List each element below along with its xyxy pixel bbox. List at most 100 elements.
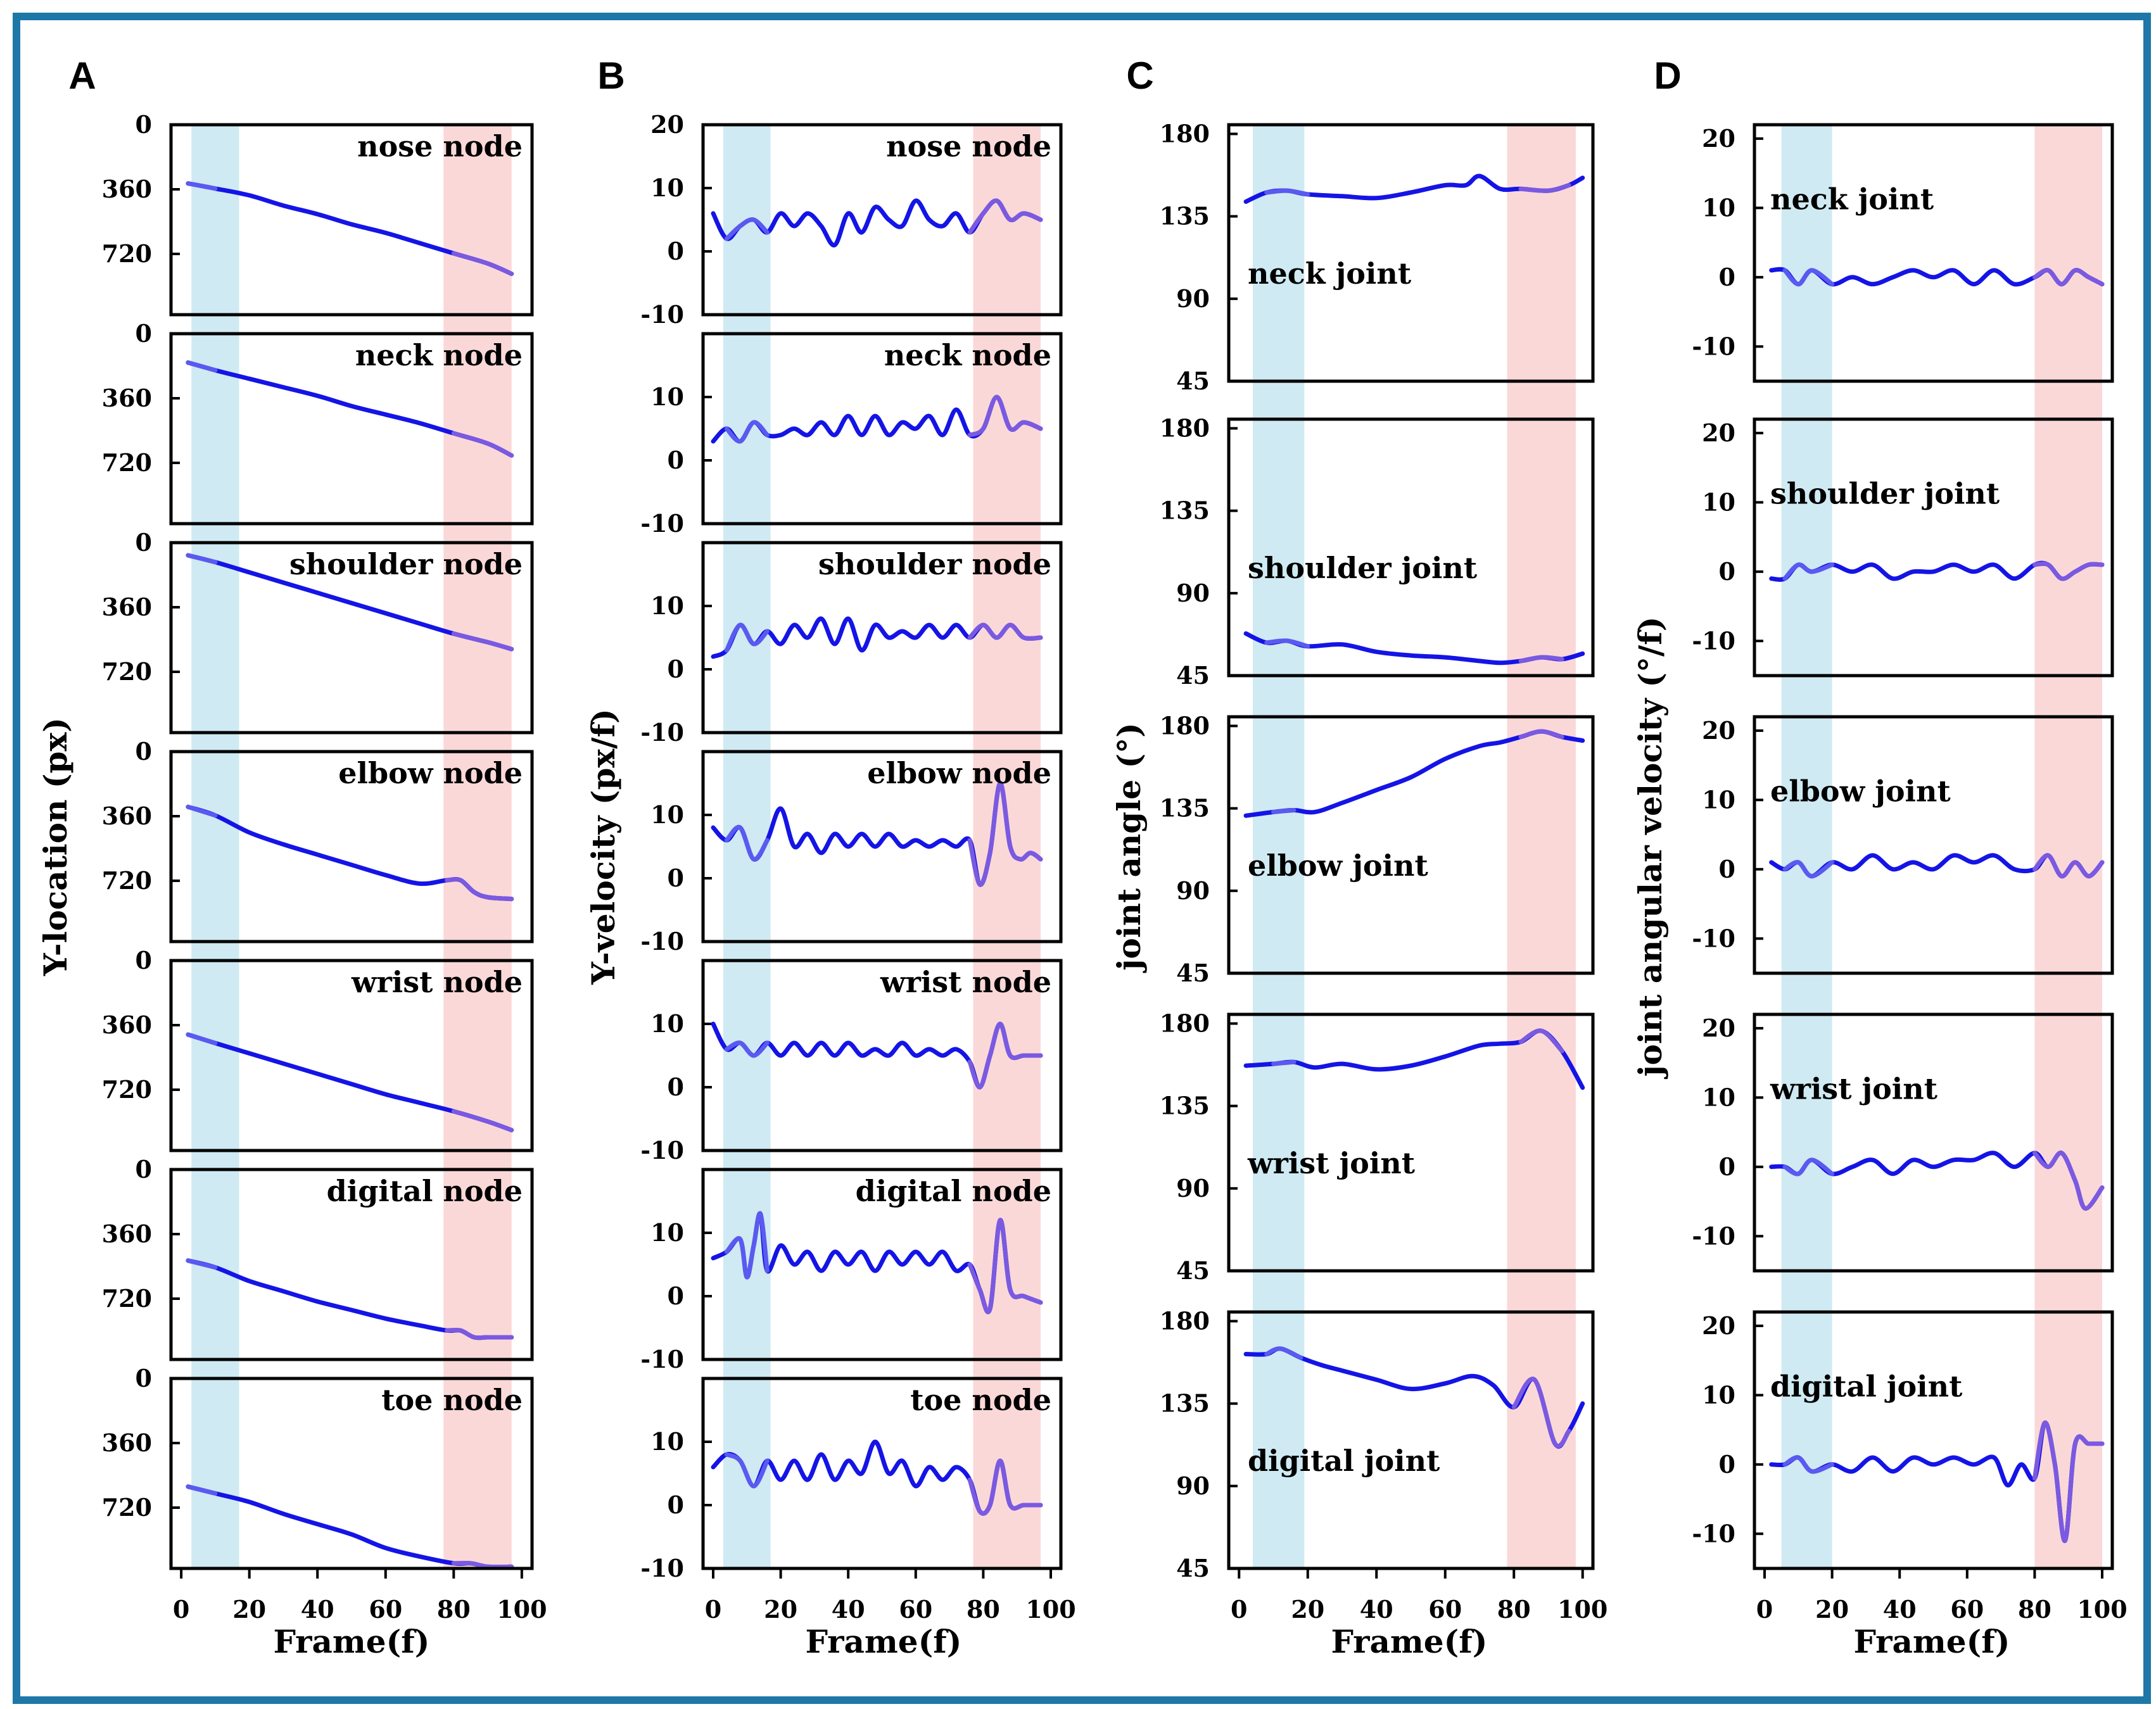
- highlight-band-start: [191, 125, 239, 1568]
- series-highlight-start: [1264, 188, 1310, 197]
- x-tick-label: 40: [301, 1595, 334, 1624]
- series-highlight-start: [1782, 860, 1835, 879]
- series-highlight-start: [1264, 638, 1310, 649]
- y-tick-label: 10: [1702, 785, 1735, 814]
- y-tick-label: 360: [102, 1428, 152, 1457]
- series-highlight-end: [967, 622, 1043, 641]
- y-tick-label: -10: [640, 509, 684, 538]
- y-tick-label: 0: [1719, 1450, 1735, 1479]
- subplot-label: elbow node: [867, 756, 1051, 790]
- panel-letter: B: [597, 54, 625, 97]
- x-axis-label: Frame(f): [1854, 1623, 2010, 1660]
- subplot-elbow-joint: 180 135 90 45 elbow joint: [1160, 711, 1595, 987]
- x-tick-label: 40: [1883, 1595, 1917, 1624]
- series-highlight-start: [724, 420, 770, 444]
- y-axis-label: joint angular velocity (°/f): [1632, 617, 1669, 1080]
- y-tick-label: 180: [1160, 413, 1210, 442]
- y-tick-label: -10: [640, 718, 684, 747]
- y-tick-label: 10: [1702, 193, 1735, 222]
- subplot-label: wrist node: [351, 965, 523, 999]
- y-tick-label: 720: [102, 448, 152, 477]
- x-tick-label: 100: [1557, 1595, 1607, 1624]
- y-tick-label: 180: [1160, 119, 1210, 148]
- series-highlight-start: [1782, 268, 1835, 287]
- y-tick-label: 10: [1702, 1083, 1735, 1111]
- panel-letter: D: [1654, 54, 1681, 97]
- y-tick-label: 10: [650, 591, 684, 620]
- y-tick-label: 135: [1160, 794, 1210, 823]
- x-tick-label: 60: [899, 1595, 932, 1624]
- series-highlight-start: [186, 181, 218, 191]
- y-tick-label: 20: [1702, 419, 1735, 447]
- y-axis-label: joint angle (°): [1110, 722, 1148, 973]
- subplot-elbow-node: 0 360 720 elbow node: [102, 737, 534, 943]
- series-highlight-start: [1782, 1455, 1835, 1474]
- y-tick-label: 360: [102, 593, 152, 621]
- x-tick-label: 0: [173, 1595, 189, 1624]
- subplot-frame: [1753, 123, 2114, 383]
- series-highlight-end: [1518, 729, 1564, 740]
- y-tick-label: 360: [102, 175, 152, 203]
- y-axis-label: Y-velocity (px/f): [585, 709, 622, 985]
- y-tick-label: 0: [668, 1073, 684, 1101]
- series-highlight-end: [1518, 183, 1571, 193]
- x-tick-label: 80: [437, 1595, 471, 1624]
- series-highlight-start: [1264, 1346, 1303, 1360]
- x-tick-label: 20: [1815, 1595, 1849, 1624]
- series-highlight-end: [967, 394, 1043, 438]
- y-tick-label: 45: [1176, 1554, 1210, 1582]
- x-tick-label: 0: [1756, 1595, 1773, 1624]
- highlight-band-start: [1252, 125, 1305, 1568]
- x-axis-label: Frame(f): [806, 1623, 962, 1660]
- y-tick-label: 90: [1176, 579, 1210, 607]
- subplot-label: digital node: [856, 1174, 1051, 1208]
- y-tick-label: 45: [1176, 1256, 1210, 1285]
- series-highlight-start: [724, 1452, 770, 1489]
- subplot-frame: [701, 1377, 1063, 1570]
- subplot-label: toe node: [381, 1383, 523, 1417]
- series-highlight-end: [2032, 1151, 2105, 1211]
- x-tick-label: 80: [1497, 1595, 1531, 1624]
- subplot-label: digital joint: [1770, 1370, 1963, 1404]
- y-tick-label: 45: [1176, 367, 1210, 395]
- x-tick-label: 60: [1428, 1595, 1462, 1624]
- x-tick-label: 100: [2077, 1595, 2127, 1624]
- y-tick-label: 0: [136, 1155, 152, 1183]
- y-tick-label: 10: [650, 382, 684, 411]
- series-highlight-end: [967, 1458, 1043, 1516]
- series-highlight-end: [451, 431, 514, 458]
- subplot-label: digital node: [327, 1174, 523, 1208]
- x-tick-label: 0: [705, 1595, 721, 1624]
- highlight-band-start: [1781, 125, 1832, 1568]
- panel-letter: A: [68, 54, 96, 97]
- series-highlight-end: [2032, 268, 2105, 287]
- x-tick-label: 80: [967, 1595, 1000, 1624]
- y-tick-label: 10: [650, 1218, 684, 1247]
- series-highlight-end: [967, 1218, 1043, 1315]
- y-tick-label: 90: [1176, 1472, 1210, 1500]
- series-highlight-end: [2032, 561, 2105, 581]
- subplot-nose-node: 20 10 0 -10 nose node: [640, 110, 1063, 329]
- y-tick-label: 90: [1176, 1174, 1210, 1202]
- highlight-band-end: [2034, 125, 2103, 1568]
- y-tick-label: 10: [1702, 488, 1735, 516]
- subplot-label: toe node: [910, 1383, 1051, 1417]
- subplot-label: wrist joint: [1247, 1146, 1416, 1180]
- series-highlight-start: [724, 1211, 770, 1280]
- x-axis-label: Frame(f): [274, 1623, 430, 1660]
- y-tick-label: 10: [650, 1427, 684, 1456]
- subplot-frame: [169, 1377, 534, 1570]
- subplot-label: shoulder joint: [1770, 477, 2000, 511]
- series-highlight-start: [724, 622, 770, 653]
- y-tick-label: -10: [640, 927, 684, 955]
- subplot-label: shoulder node: [818, 547, 1051, 581]
- y-tick-label: -10: [1692, 332, 1735, 360]
- subplot-toe-node: 0 360 720 toe node 0 20 40 60 80 100: [102, 1364, 547, 1624]
- y-tick-label: 360: [102, 384, 152, 412]
- series-highlight-end: [451, 1109, 514, 1133]
- subplot-frame: [701, 959, 1063, 1152]
- x-tick-label: 40: [1360, 1595, 1393, 1624]
